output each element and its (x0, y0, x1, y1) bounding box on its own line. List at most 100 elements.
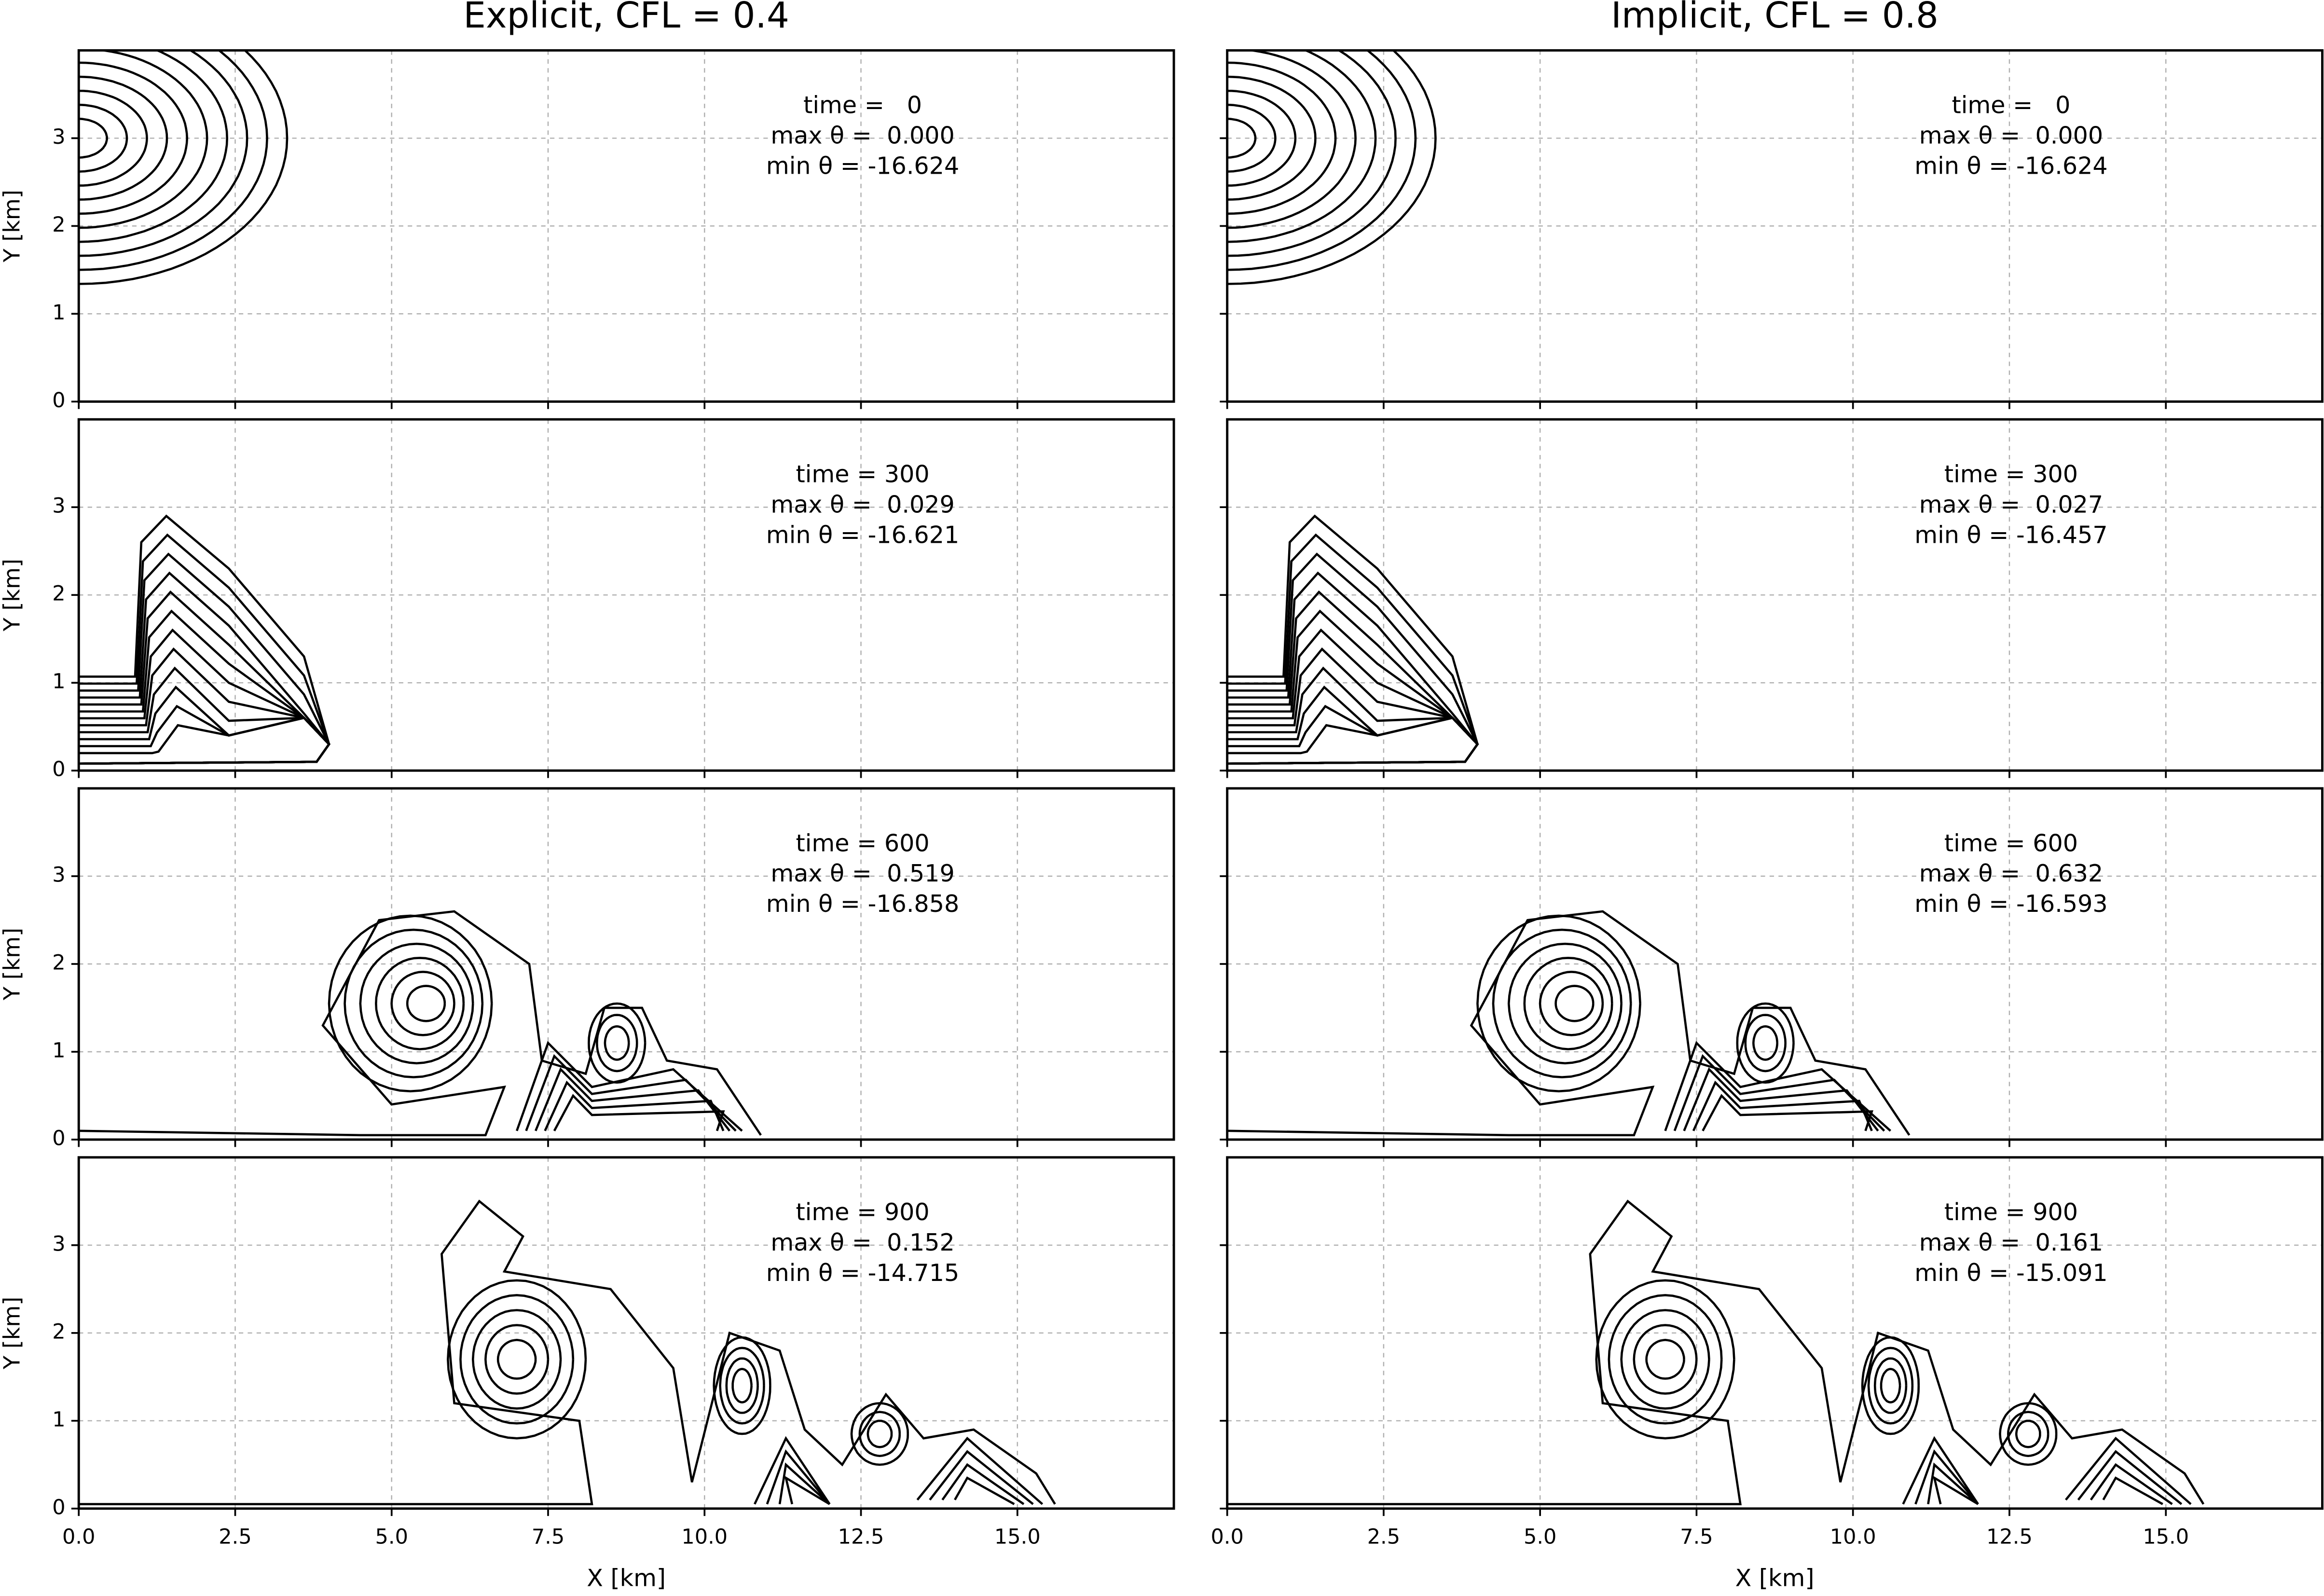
contour-line (1227, 910, 1911, 1137)
y-tick-label: 3 (52, 1232, 65, 1256)
contour-line (1554, 985, 1595, 1022)
contour-line (1927, 1462, 1979, 1505)
contour-line (79, 61, 189, 215)
x-tick-label: 5.0 (1524, 1525, 1556, 1549)
contour-line (1227, 533, 1479, 765)
contour-line (766, 1449, 831, 1505)
contour-line (2065, 1436, 2192, 1505)
contour-line (2090, 1463, 2173, 1505)
contour-line (1227, 571, 1479, 765)
contour-line (1902, 1436, 1979, 1505)
x-tick-label: 15.0 (994, 1525, 1041, 1549)
y-axis-label: Y [km] (0, 928, 25, 1001)
contour-line (1861, 1336, 1920, 1435)
contour-line (1492, 928, 1632, 1078)
contour-line (2102, 1476, 2163, 1505)
contours (1227, 1199, 2205, 1505)
contour-line (604, 1025, 630, 1061)
contour-line (79, 50, 268, 271)
contour-line (79, 75, 168, 201)
contour-line (725, 1357, 759, 1414)
contour-line (929, 1450, 1034, 1505)
annotation: max θ = 0.000 (1919, 122, 2103, 150)
panel: 0 1 2 3 Explicit, CFL = 0.4 Y [km] time = 0 max… (0, 0, 1175, 413)
contour-line (916, 1436, 1044, 1505)
contour-line (596, 1014, 638, 1073)
annotation: max θ = 0.152 (770, 1228, 954, 1256)
chart-title: Implicit, CFL = 0.8 (1611, 0, 1939, 36)
contour-line (535, 1067, 731, 1132)
annotation: min θ = -16.624 (766, 152, 959, 180)
annotation: time = 900 (796, 1198, 929, 1226)
contour-line (1873, 1357, 1908, 1414)
contour-line (954, 1476, 1015, 1505)
contour-line (471, 1309, 562, 1410)
panel: Implicit, CFL = 0.8 time = 0 max θ = 0.000… (1220, 0, 2324, 409)
contour-line (1227, 1199, 2205, 1505)
y-tick-label: 3 (52, 494, 65, 518)
annotation: time = 0 (803, 91, 922, 119)
y-tick-label: 3 (52, 863, 65, 887)
contour-line (850, 1402, 909, 1466)
contours (1227, 514, 1479, 765)
contour-line (1914, 1449, 1979, 1505)
annotation: min θ = -16.624 (1914, 152, 2107, 180)
contour-line (1523, 957, 1613, 1050)
contours (79, 1199, 1056, 1505)
contour-line (2007, 1411, 2049, 1458)
contour-line (858, 1411, 901, 1458)
contour-line (79, 910, 762, 1137)
annotation: max θ = 0.519 (770, 859, 954, 887)
contour-line (79, 716, 330, 765)
contour-line (447, 1279, 587, 1440)
annotation: time = 900 (1944, 1198, 2078, 1226)
contour-line (459, 1294, 575, 1425)
contour-line (719, 1347, 765, 1425)
y-axis-label: Y [km] (0, 1297, 25, 1370)
y-tick-label: 0 (52, 388, 65, 413)
contours (1227, 50, 1437, 285)
contour-line (79, 118, 108, 159)
x-tick-label: 7.5 (532, 1525, 564, 1549)
y-tick-label: 3 (52, 125, 65, 149)
contour-line (79, 50, 228, 243)
annotation: time = 0 (1952, 91, 2071, 119)
contour-line (359, 942, 474, 1065)
contour-line (1867, 1347, 1914, 1425)
annotation: min θ = -16.593 (1914, 890, 2107, 918)
annotation: max θ = 0.029 (770, 490, 954, 518)
contour-line (731, 1368, 753, 1403)
contour-line (79, 50, 289, 285)
y-tick-label: 2 (52, 951, 65, 975)
contour-line (1736, 1002, 1795, 1084)
panel: 0.0 2.5 5.0 7.5 10.0 12.5 15.0 0 1 2 3 Y [km] X [km]… (0, 1156, 1175, 1592)
contour-line (406, 985, 446, 1022)
contour-line (1227, 50, 1357, 229)
annotation: time = 600 (1944, 829, 2078, 857)
annotation: min θ = -16.858 (766, 890, 959, 918)
annotation: max θ = 0.027 (1919, 490, 2103, 518)
annotation: max θ = 0.161 (1919, 1228, 2103, 1256)
contour-line (2077, 1450, 2183, 1505)
contour-line (588, 1002, 646, 1084)
contour-line (1227, 50, 1417, 271)
x-axis-label: X [km] (1735, 1564, 1815, 1592)
contour-line (1227, 89, 1297, 187)
contour-line (1539, 970, 1604, 1036)
annotation: time = 600 (796, 829, 929, 857)
contour-line (2015, 1419, 2041, 1448)
contour-line (1608, 1294, 1723, 1425)
contour-line (941, 1463, 1025, 1505)
contour-line (1932, 1475, 1979, 1505)
y-tick-label: 2 (52, 582, 65, 606)
y-tick-label: 1 (52, 301, 65, 325)
chart-title: Explicit, CFL = 0.4 (463, 0, 789, 36)
y-tick-label: 0 (52, 1126, 65, 1150)
y-tick-label: 1 (52, 670, 65, 694)
contours (79, 910, 762, 1137)
contours (79, 514, 330, 765)
